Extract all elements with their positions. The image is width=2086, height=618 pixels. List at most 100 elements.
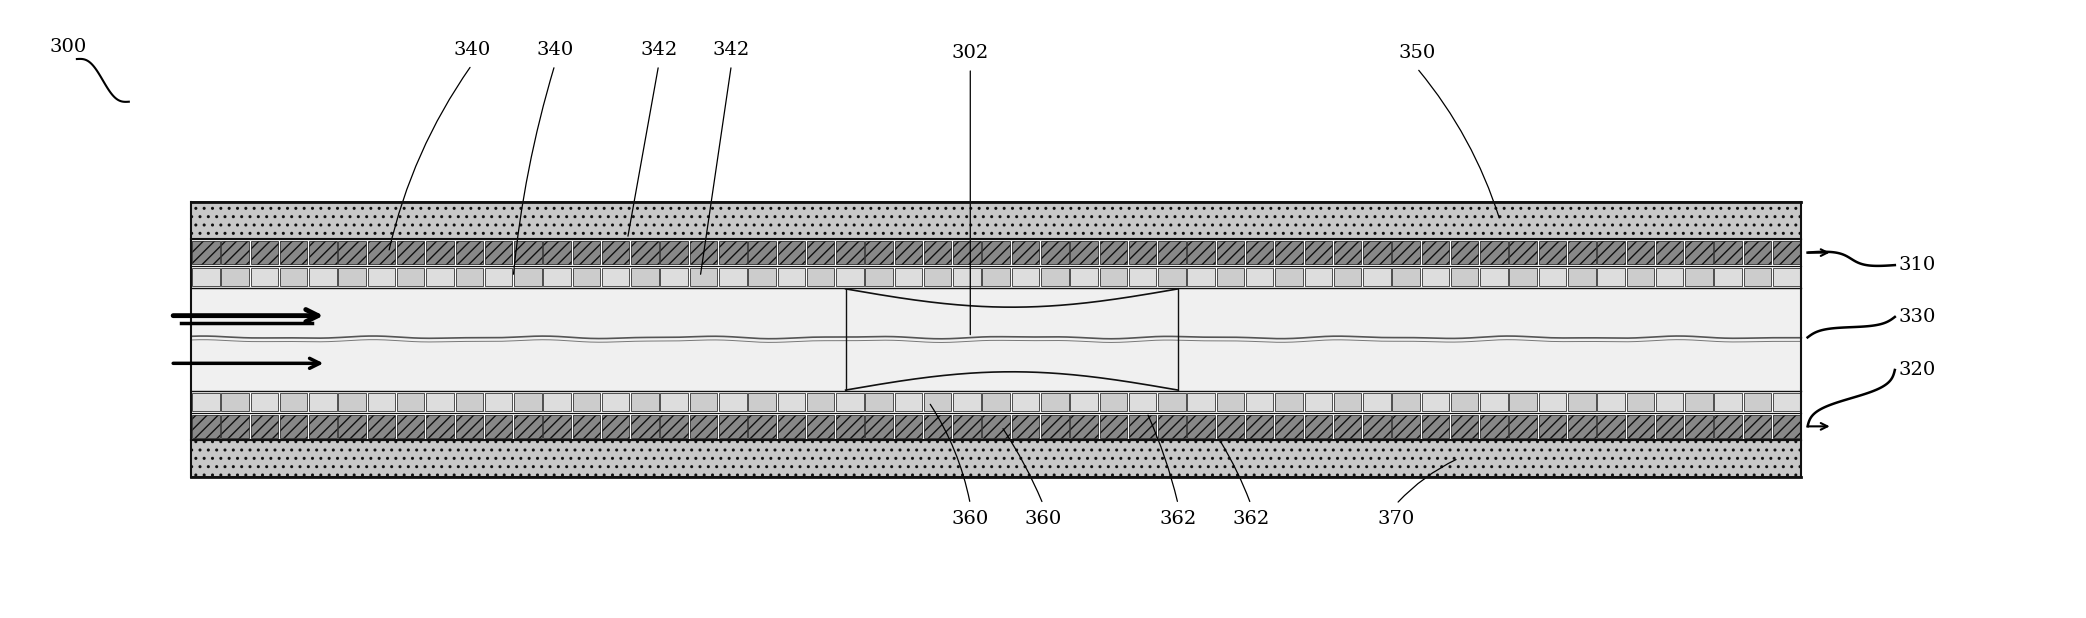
Bar xyxy=(426,393,455,411)
Bar xyxy=(1481,393,1508,411)
Bar xyxy=(1685,415,1713,438)
Bar xyxy=(603,268,630,286)
Text: 370: 370 xyxy=(1377,510,1414,528)
Text: 310: 310 xyxy=(1898,256,1936,274)
Bar xyxy=(192,440,1802,476)
Bar xyxy=(778,393,805,411)
Bar xyxy=(1423,393,1450,411)
Bar xyxy=(1275,393,1304,411)
Bar xyxy=(1041,415,1068,438)
Bar xyxy=(367,415,394,438)
Bar xyxy=(1362,241,1391,264)
Bar xyxy=(836,415,864,438)
Bar xyxy=(953,241,980,264)
Bar xyxy=(1773,241,1800,264)
Bar xyxy=(1656,241,1683,264)
Bar xyxy=(866,241,893,264)
Bar xyxy=(1070,393,1097,411)
Bar xyxy=(1510,415,1537,438)
Bar xyxy=(749,393,776,411)
Bar xyxy=(484,415,513,438)
Bar xyxy=(953,415,980,438)
Bar xyxy=(1744,241,1771,264)
Bar xyxy=(1129,241,1156,264)
Text: 342: 342 xyxy=(640,41,678,59)
Bar xyxy=(542,415,572,438)
Bar xyxy=(1216,415,1243,438)
Bar xyxy=(1129,268,1156,286)
Bar xyxy=(778,241,805,264)
Bar xyxy=(1099,415,1126,438)
Bar xyxy=(720,415,747,438)
Bar xyxy=(1539,415,1567,438)
Bar xyxy=(426,241,455,264)
Bar xyxy=(1245,268,1272,286)
Bar xyxy=(895,268,922,286)
Bar xyxy=(1423,241,1450,264)
Bar xyxy=(983,241,1010,264)
Bar xyxy=(1333,241,1362,264)
Bar xyxy=(513,268,542,286)
Bar xyxy=(603,241,630,264)
Bar xyxy=(542,241,572,264)
Bar xyxy=(1187,393,1214,411)
Bar xyxy=(1070,415,1097,438)
Bar xyxy=(192,393,219,411)
Bar xyxy=(221,268,248,286)
Bar xyxy=(1481,268,1508,286)
Bar xyxy=(924,241,951,264)
Bar xyxy=(1158,268,1185,286)
Bar xyxy=(1333,415,1362,438)
Bar xyxy=(1158,415,1185,438)
Bar xyxy=(895,241,922,264)
Bar xyxy=(1245,415,1272,438)
Bar xyxy=(1099,241,1126,264)
Bar xyxy=(574,268,601,286)
Text: 330: 330 xyxy=(1898,308,1936,326)
Bar xyxy=(1245,241,1272,264)
Bar xyxy=(1510,268,1537,286)
Bar xyxy=(542,393,572,411)
Bar xyxy=(1012,393,1039,411)
Bar xyxy=(367,241,394,264)
Bar xyxy=(778,268,805,286)
Bar xyxy=(953,268,980,286)
Bar xyxy=(1187,268,1214,286)
Bar xyxy=(1129,415,1156,438)
Bar xyxy=(1773,393,1800,411)
Bar xyxy=(836,241,864,264)
Bar xyxy=(1216,268,1243,286)
Bar xyxy=(1773,415,1800,438)
Text: 340: 340 xyxy=(536,41,574,59)
Bar xyxy=(1656,415,1683,438)
Bar xyxy=(1539,241,1567,264)
Bar xyxy=(1510,241,1537,264)
Bar xyxy=(661,415,688,438)
Bar xyxy=(661,268,688,286)
Text: 350: 350 xyxy=(1398,44,1435,62)
Bar xyxy=(690,393,718,411)
Bar xyxy=(338,241,365,264)
Bar xyxy=(1423,415,1450,438)
Bar xyxy=(690,241,718,264)
Bar xyxy=(603,415,630,438)
Bar xyxy=(924,268,951,286)
Bar xyxy=(1598,393,1625,411)
Bar xyxy=(1275,415,1304,438)
Bar xyxy=(1216,393,1243,411)
Bar xyxy=(192,287,1802,391)
Bar xyxy=(1569,415,1596,438)
Bar xyxy=(1452,268,1479,286)
Bar xyxy=(221,393,248,411)
Bar xyxy=(574,415,601,438)
Bar xyxy=(1627,241,1654,264)
Bar xyxy=(280,393,307,411)
Bar xyxy=(484,241,513,264)
Bar xyxy=(513,393,542,411)
Bar xyxy=(1245,393,1272,411)
Bar xyxy=(895,393,922,411)
Bar xyxy=(250,415,277,438)
Bar xyxy=(661,393,688,411)
Bar xyxy=(632,268,659,286)
Bar xyxy=(1539,393,1567,411)
